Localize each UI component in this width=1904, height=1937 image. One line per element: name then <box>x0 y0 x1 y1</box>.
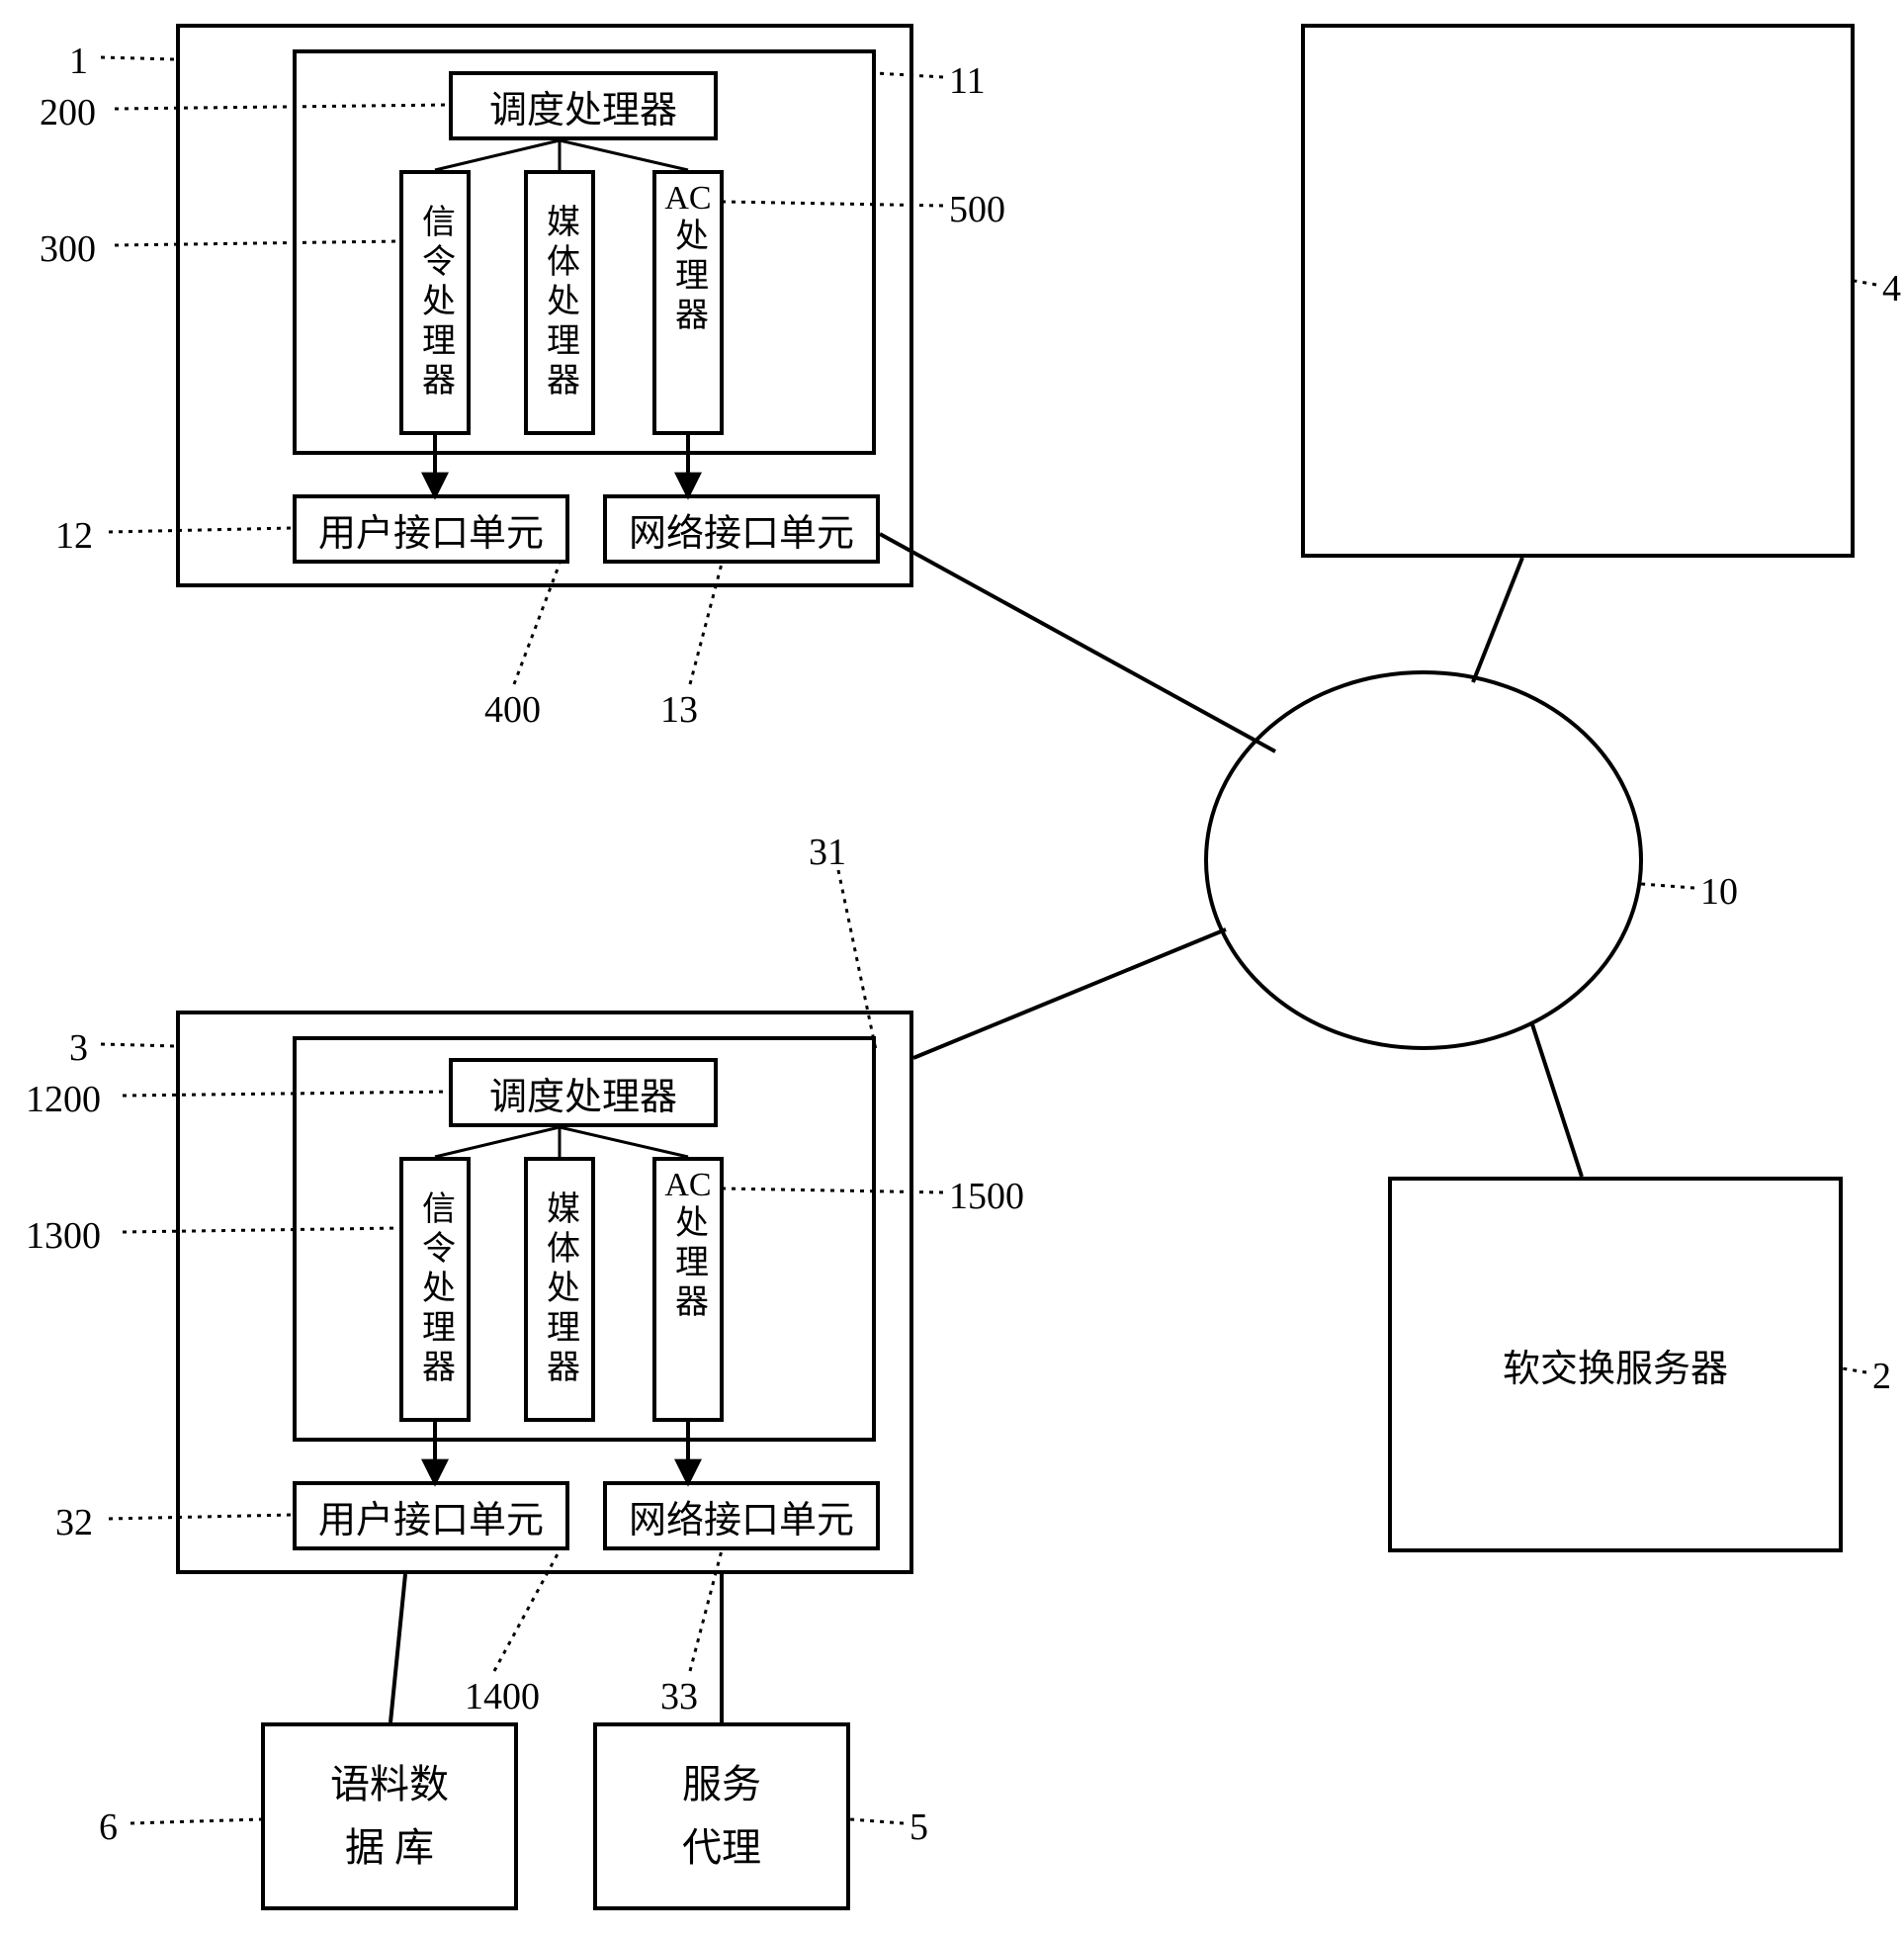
line-layer <box>0 0 1904 1937</box>
diagram-root: 调度处理器信令处理器媒体处理器AC处理器用户接口单元网络接口单元调度处理器信令处… <box>0 0 1904 1937</box>
